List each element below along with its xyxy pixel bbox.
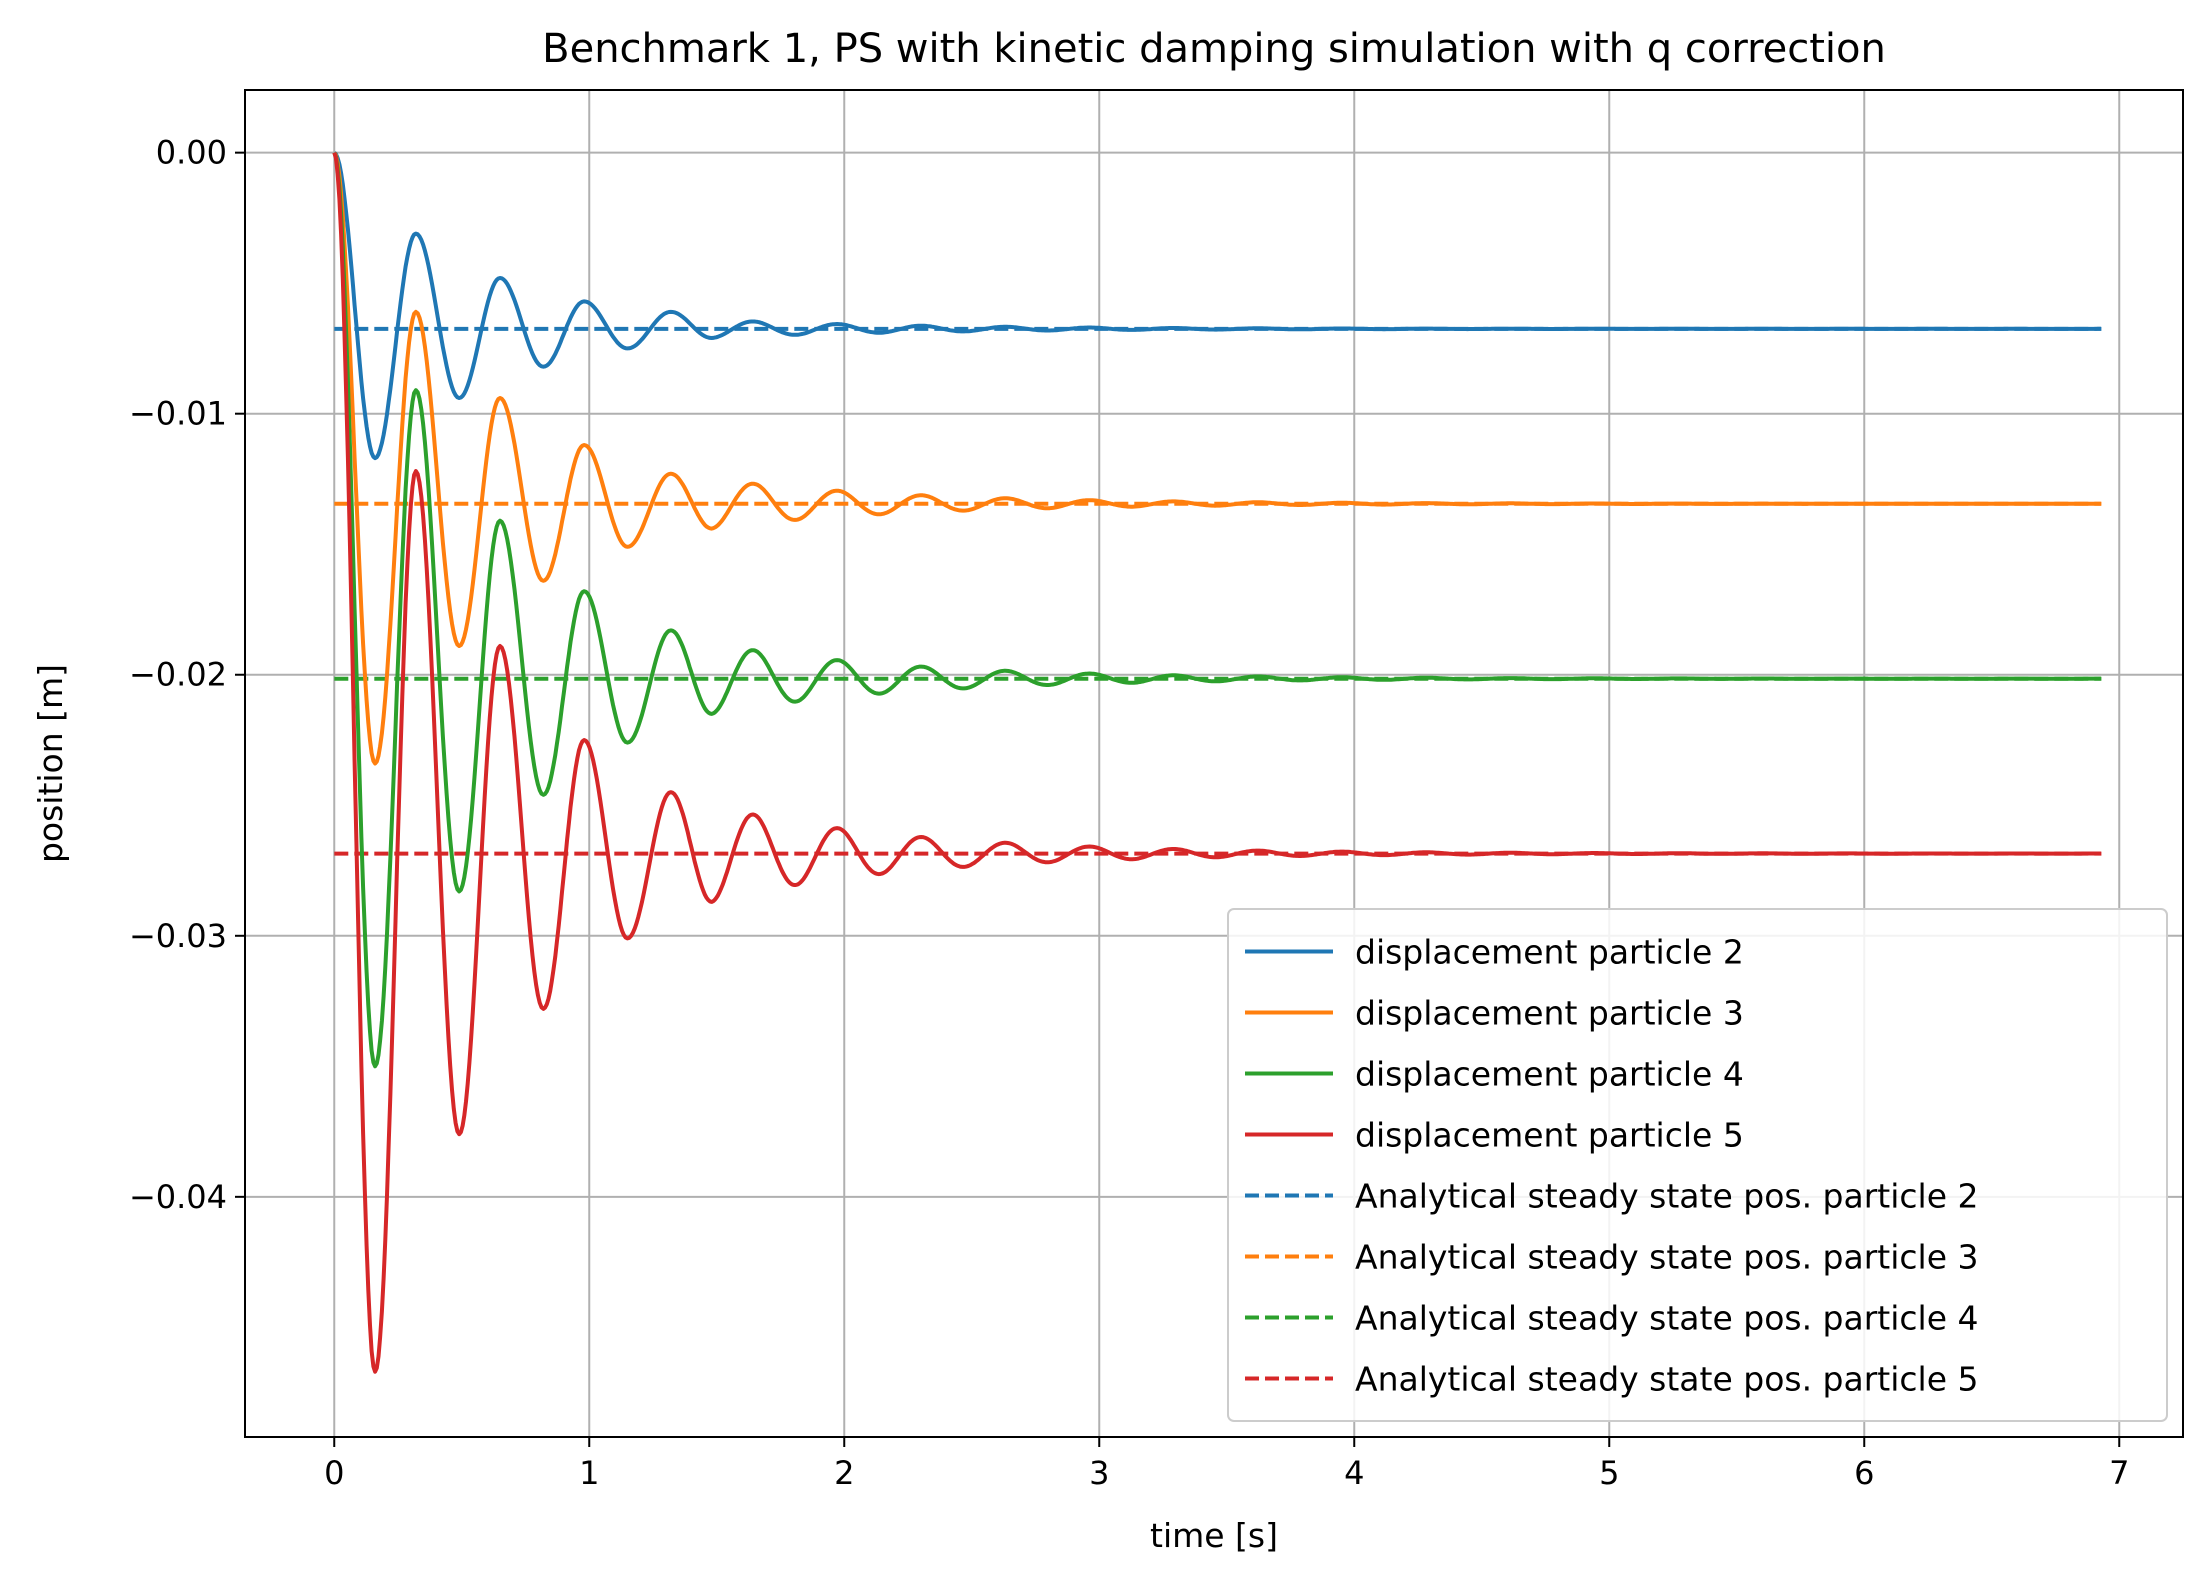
x-axis-label: time [s]: [1150, 1516, 1278, 1555]
displacement-particle-2-line: [333, 151, 2102, 461]
y-tick-label: 0.00: [156, 134, 227, 172]
legend-entry-label: displacement particle 2: [1355, 933, 1744, 972]
x-axis-ticks: 0 1 2 3 4 5 6 7: [324, 1437, 2129, 1492]
displacement-particle-5-line: [332, 152, 2102, 1374]
x-tick-label: 3: [1089, 1454, 1109, 1492]
x-tick-label: 5: [1599, 1454, 1619, 1492]
x-tick-label: 7: [2109, 1454, 2129, 1492]
legend-entry-label: displacement particle 5: [1355, 1116, 1744, 1155]
x-tick-label: 6: [1854, 1454, 1874, 1492]
displacement-particle-3-line: [332, 151, 2102, 766]
legend-entry-label: Analytical steady state pos. particle 4: [1355, 1299, 1979, 1338]
legend-entry-label: Analytical steady state pos. particle 3: [1355, 1238, 1979, 1277]
y-tick-label: −0.03: [129, 917, 227, 955]
x-tick-label: 2: [834, 1454, 854, 1492]
y-tick-label: −0.01: [129, 395, 227, 433]
legend-box: [1227, 908, 2168, 1422]
legend-entry-label: displacement particle 3: [1355, 994, 1744, 1033]
legend-entry-label: displacement particle 4: [1355, 1055, 1744, 1094]
legend-entry-label: Analytical steady state pos. particle 2: [1355, 1177, 1979, 1216]
chart-title: Benchmark 1, PS with kinetic damping sim…: [542, 26, 1886, 72]
y-tick-label: −0.04: [129, 1178, 227, 1216]
displacement-particle-4-line: [332, 151, 2102, 1069]
displacement-lines: [332, 151, 2102, 1374]
legend: displacement particle 2 displacement part…: [1227, 908, 2168, 1422]
legend-entry-label: Analytical steady state pos. particle 5: [1355, 1360, 1979, 1399]
plot-frame: [244, 89, 2184, 1438]
x-tick-label: 4: [1344, 1454, 1364, 1492]
x-tick-label: 0: [324, 1454, 344, 1492]
x-tick-label: 1: [579, 1454, 599, 1492]
grid: [245, 90, 2183, 1437]
y-axis-ticks: 0.00 −0.01 −0.02 −0.03 −0.04: [129, 134, 245, 1216]
y-axis-label: position [m]: [31, 664, 70, 863]
y-tick-label: −0.02: [129, 656, 227, 694]
